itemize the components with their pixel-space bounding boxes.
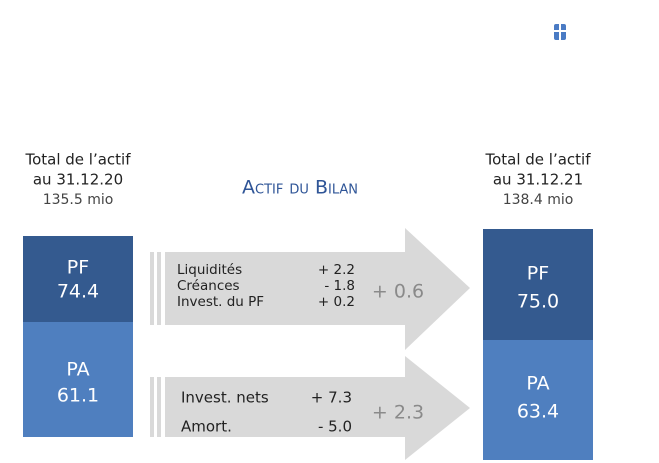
upper-arrow	[150, 228, 470, 350]
left-pf-label: PF	[67, 257, 89, 279]
left-pa-value: 61.1	[57, 385, 99, 407]
left-pa-label: PA	[66, 359, 89, 381]
pf-total-change: + 0.6	[372, 281, 424, 303]
item-label: Amort.	[181, 418, 232, 436]
pa-total-change: + 2.3	[372, 402, 424, 424]
item-value: + 0.2	[318, 294, 355, 310]
left-header: Total de l’actif	[24, 151, 131, 169]
item-value: - 1.8	[324, 278, 355, 294]
right-total: 138.4 mio	[503, 192, 574, 208]
item-label: Liquidités	[177, 262, 242, 278]
right-date: au 31.12.21	[493, 171, 583, 189]
right-pa-value: 63.4	[517, 401, 559, 423]
item-value: - 5.0	[318, 418, 352, 436]
item-label: Invest. du PF	[177, 294, 264, 310]
logo	[554, 24, 566, 40]
lower-arrow	[150, 356, 470, 460]
left-pa-box	[23, 322, 133, 437]
item-value: + 2.2	[318, 262, 355, 278]
right-pf-box	[483, 229, 593, 340]
item-value: + 7.3	[311, 389, 352, 407]
title: Actif du Bilan	[242, 177, 358, 199]
right-pa-label: PA	[526, 373, 549, 395]
left-total: 135.5 mio	[43, 192, 114, 208]
right-pf-label: PF	[527, 263, 549, 285]
left-pf-value: 74.4	[57, 281, 99, 303]
left-date: au 31.12.20	[33, 171, 123, 189]
right-pf-value: 75.0	[517, 291, 559, 313]
right-header: Total de l’actif	[484, 151, 591, 169]
item-label: Créances	[177, 278, 240, 294]
item-label: Invest. nets	[181, 389, 269, 407]
left-pf-box	[23, 236, 133, 322]
right-pa-box	[483, 340, 593, 460]
